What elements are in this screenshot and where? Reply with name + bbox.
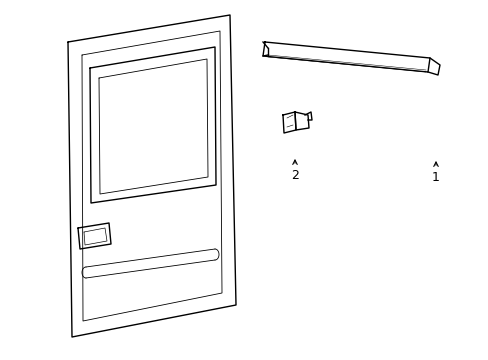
Text: 2: 2 [290, 169, 298, 182]
Text: 1: 1 [431, 171, 439, 184]
